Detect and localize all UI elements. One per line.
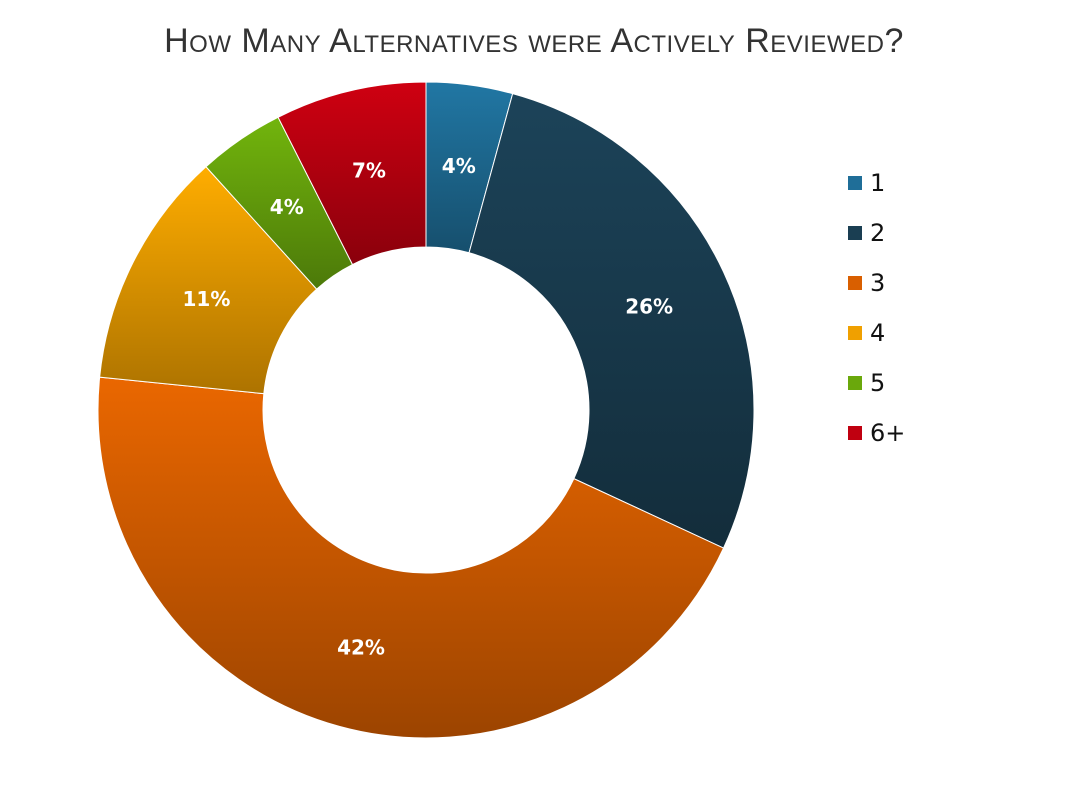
legend-item-1: 1 [848,158,905,208]
legend-swatch [848,276,862,290]
legend-item-4: 4 [848,308,905,358]
slice-label-6+: 7% [352,159,386,183]
legend-item-6+: 6+ [848,408,905,458]
legend-swatch [848,426,862,440]
legend-item-2: 2 [848,208,905,258]
legend-swatch [848,226,862,240]
slice-label-1: 4% [442,154,476,178]
legend-item-3: 3 [848,258,905,308]
slice-label-2: 26% [625,294,673,318]
chart-title: How Many Alternatives were Actively Revi… [164,22,904,60]
legend-swatch [848,376,862,390]
legend-label: 4 [870,319,886,347]
slice-label-5: 4% [270,195,304,219]
legend-label: 3 [870,269,886,297]
legend-label: 1 [870,169,886,197]
legend-label: 5 [870,369,886,397]
slice-6+ [277,81,427,266]
slice-label-3: 42% [337,635,385,659]
slice-3 [97,376,725,739]
legend-swatch [848,326,862,340]
legend-label: 6+ [870,419,906,447]
slice-label-4: 11% [183,287,231,311]
legend-swatch [848,176,862,190]
legend-item-5: 5 [848,358,905,408]
legend-label: 2 [870,219,886,247]
slice-2 [468,93,755,549]
chart-legend: 1 2 3 4 5 6+ [848,158,905,458]
